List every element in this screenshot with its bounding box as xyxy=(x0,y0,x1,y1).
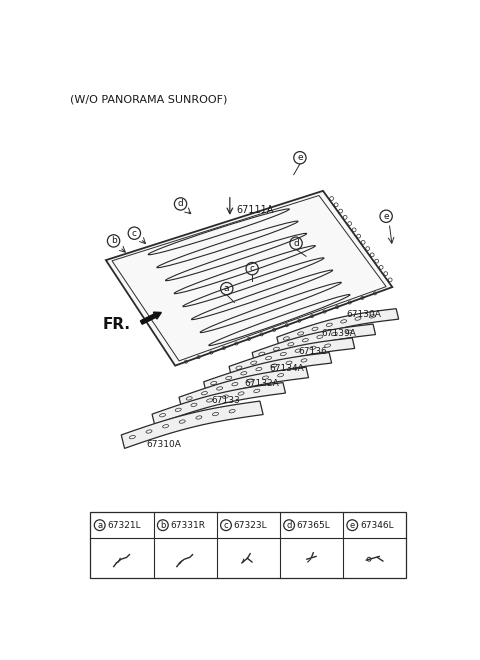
Polygon shape xyxy=(252,324,375,363)
Text: 67134A: 67134A xyxy=(269,364,304,373)
Text: b: b xyxy=(111,236,117,246)
Text: 67331R: 67331R xyxy=(170,521,205,530)
Text: 67365L: 67365L xyxy=(297,521,331,530)
Text: c: c xyxy=(132,229,137,238)
Text: 67111A: 67111A xyxy=(236,205,274,215)
Text: c: c xyxy=(250,264,255,273)
Polygon shape xyxy=(179,367,309,408)
Text: e: e xyxy=(384,212,389,220)
Text: 67130A: 67130A xyxy=(346,310,381,319)
Text: 67346L: 67346L xyxy=(360,521,394,530)
FancyArrow shape xyxy=(141,312,161,324)
Text: 67132A: 67132A xyxy=(244,379,279,389)
Polygon shape xyxy=(152,383,286,424)
Text: b: b xyxy=(160,521,166,530)
Text: d: d xyxy=(287,521,292,530)
Polygon shape xyxy=(229,338,355,377)
Text: e: e xyxy=(297,153,303,162)
Polygon shape xyxy=(204,352,332,392)
Text: 67139A: 67139A xyxy=(322,329,356,339)
Text: 67136: 67136 xyxy=(299,347,327,356)
Polygon shape xyxy=(106,191,392,366)
Text: 67323L: 67323L xyxy=(234,521,267,530)
Bar xyxy=(90,512,406,578)
Polygon shape xyxy=(277,309,399,348)
Text: e: e xyxy=(349,521,355,530)
Polygon shape xyxy=(121,401,263,448)
Text: (W/O PANORAMA SUNROOF): (W/O PANORAMA SUNROOF) xyxy=(71,94,228,104)
Text: c: c xyxy=(224,521,228,530)
Text: FR.: FR. xyxy=(103,317,131,331)
Text: 67310A: 67310A xyxy=(146,440,181,449)
Text: d: d xyxy=(178,199,183,209)
Text: 67133: 67133 xyxy=(211,397,240,405)
Text: 67321L: 67321L xyxy=(108,521,141,530)
Text: a: a xyxy=(97,521,102,530)
Text: a: a xyxy=(224,284,229,293)
Text: d: d xyxy=(293,239,299,248)
